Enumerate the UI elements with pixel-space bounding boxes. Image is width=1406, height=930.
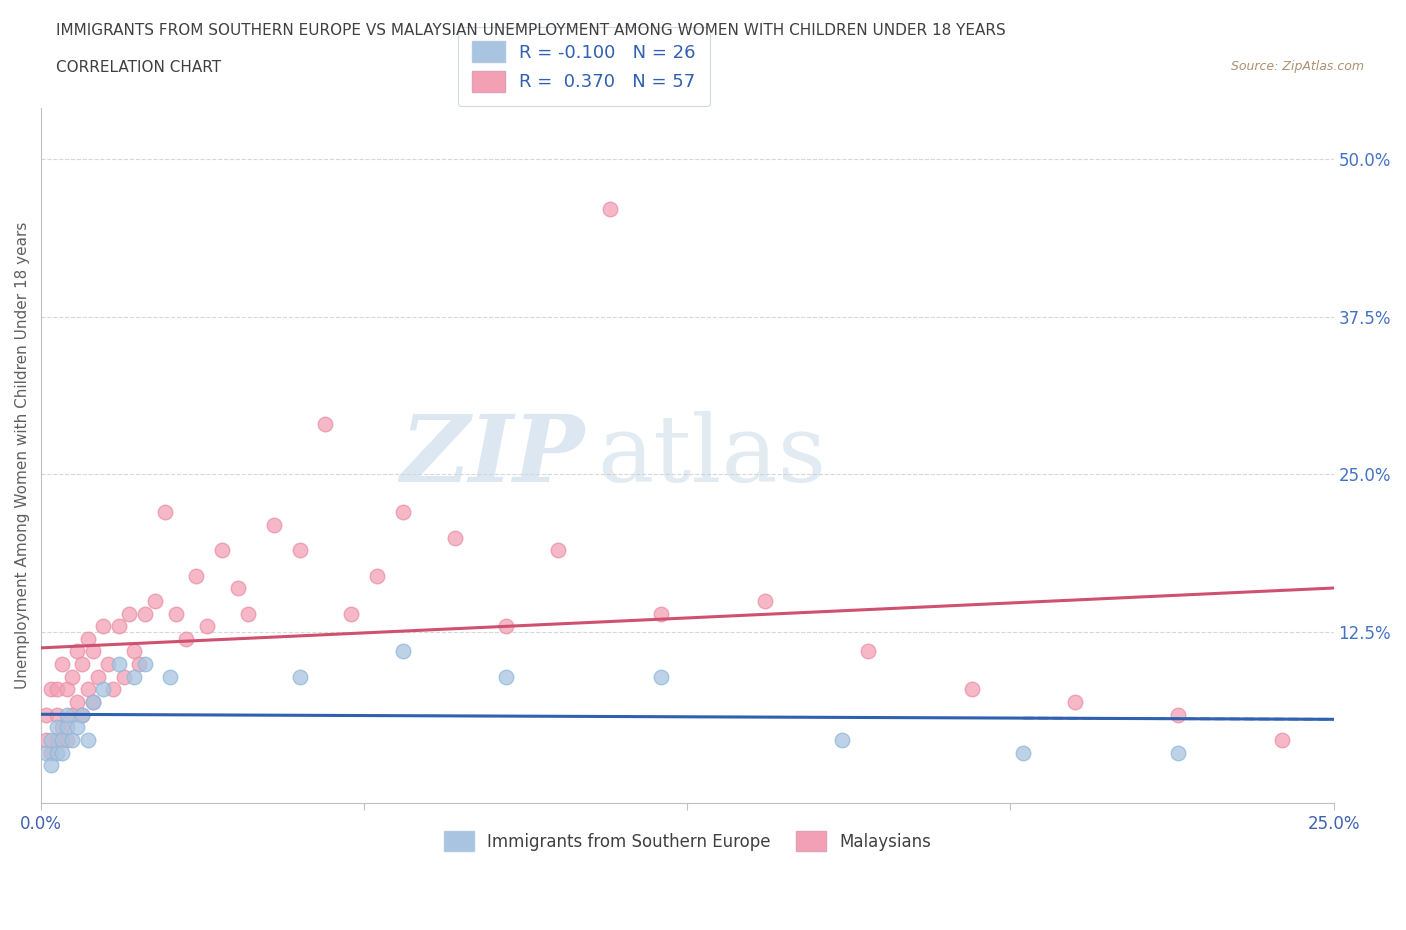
Point (45, 733, 67, 748)
Point (226, 581, 249, 596)
Point (340, 606, 363, 621)
Point (599, 202, 621, 217)
Point (66, 720, 89, 735)
Point (831, 733, 853, 748)
Point (51, 720, 73, 735)
Point (547, 543, 569, 558)
Point (66, 644, 89, 658)
Point (392, 644, 415, 658)
Text: ZIP: ZIP (399, 410, 583, 500)
Point (97, 657, 120, 671)
Point (650, 606, 672, 621)
Point (122, 644, 145, 658)
Point (76, 733, 98, 748)
Point (82, 644, 104, 658)
Text: atlas: atlas (596, 410, 827, 500)
Text: Source: ZipAtlas.com: Source: ZipAtlas.com (1230, 60, 1364, 73)
Point (72, 707, 94, 722)
Point (314, 417, 336, 432)
Point (288, 670, 311, 684)
Point (91, 682, 114, 697)
Point (72, 657, 94, 671)
Point (51, 733, 73, 748)
Point (87, 670, 110, 684)
Point (56, 707, 79, 722)
Point (1167, 745, 1189, 760)
Point (41, 682, 63, 697)
Text: IMMIGRANTS FROM SOUTHERN EUROPE VS MALAYSIAN UNEMPLOYMENT AMONG WOMEN WITH CHILD: IMMIGRANTS FROM SOUTHERN EUROPE VS MALAY… (56, 23, 1005, 38)
Point (60, 707, 83, 722)
Point (35, 707, 58, 722)
Point (56, 720, 79, 735)
Point (41, 758, 63, 773)
Point (186, 568, 208, 583)
Point (112, 670, 135, 684)
Point (107, 657, 129, 671)
Point (107, 618, 129, 633)
Point (165, 606, 187, 621)
Point (82, 695, 104, 710)
Point (76, 682, 98, 697)
Point (143, 593, 166, 608)
Point (495, 670, 517, 684)
Point (56, 682, 79, 697)
Point (858, 644, 880, 658)
Point (211, 543, 233, 558)
Point (72, 707, 94, 722)
Point (236, 606, 259, 621)
Point (35, 733, 58, 748)
Point (1064, 695, 1087, 710)
Point (51, 657, 73, 671)
Point (128, 657, 150, 671)
Text: CORRELATION CHART: CORRELATION CHART (56, 60, 221, 75)
Point (51, 745, 73, 760)
Point (495, 618, 517, 633)
Point (195, 618, 218, 633)
Point (159, 670, 181, 684)
Y-axis label: Unemployment Among Women with Children Under 18 years: Unemployment Among Women with Children U… (15, 222, 30, 689)
Point (60, 670, 83, 684)
Point (118, 606, 141, 621)
Point (45, 745, 67, 760)
Point (35, 745, 58, 760)
Point (45, 707, 67, 722)
Point (288, 543, 311, 558)
Point (1271, 733, 1294, 748)
Point (153, 505, 176, 520)
Point (41, 733, 63, 748)
Point (122, 670, 145, 684)
Point (366, 568, 388, 583)
Point (82, 695, 104, 710)
Legend: Immigrants from Southern Europe, Malaysians: Immigrants from Southern Europe, Malaysi… (437, 825, 938, 857)
Point (45, 720, 67, 735)
Point (91, 618, 114, 633)
Point (392, 505, 415, 520)
Point (1167, 707, 1189, 722)
Point (174, 631, 197, 646)
Point (76, 631, 98, 646)
Point (60, 733, 83, 748)
Point (134, 606, 156, 621)
Point (41, 745, 63, 760)
Point (754, 593, 776, 608)
Point (56, 733, 79, 748)
Point (66, 695, 89, 710)
Point (960, 682, 983, 697)
Point (650, 670, 672, 684)
Point (103, 682, 125, 697)
Point (1012, 745, 1035, 760)
Point (263, 518, 285, 533)
Point (443, 530, 465, 545)
Point (134, 657, 156, 671)
Point (45, 682, 67, 697)
